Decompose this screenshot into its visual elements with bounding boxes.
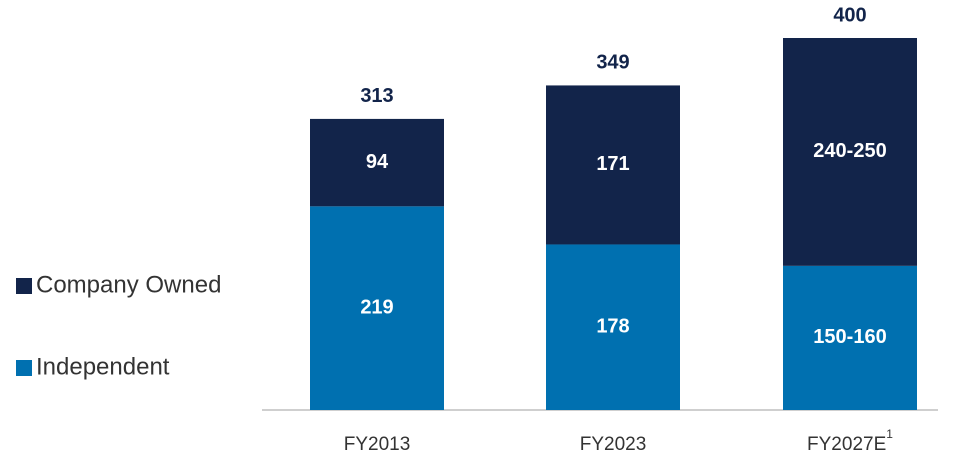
category-name: FY2027E xyxy=(807,434,886,455)
data-label: 171 xyxy=(596,153,629,175)
data-label: 240-250 xyxy=(813,140,886,162)
footnote-mark: 1 xyxy=(886,427,893,441)
category-name: FY2023 xyxy=(580,434,647,455)
legend-swatch xyxy=(16,360,32,376)
category-name: FY2013 xyxy=(344,434,411,455)
data-label: 219 xyxy=(360,296,393,318)
data-label: 94 xyxy=(366,151,389,173)
bar-segment xyxy=(310,118,444,207)
bar-segment xyxy=(546,85,680,245)
x-tick-label: FY2023 xyxy=(580,434,647,455)
total-label: 400 xyxy=(833,4,866,26)
bar-segment xyxy=(783,265,917,410)
bar-segment xyxy=(546,244,680,410)
total-label: 313 xyxy=(360,85,393,107)
total-label: 349 xyxy=(596,52,629,74)
legend-label: Independent xyxy=(36,353,170,380)
legend-label: Company Owned xyxy=(36,271,221,298)
bar-segment xyxy=(310,206,444,410)
legend-swatch xyxy=(16,278,32,294)
x-tick-label: FY2027E1 xyxy=(807,427,893,455)
x-tick-label: FY2013 xyxy=(344,434,411,455)
data-label: 150-160 xyxy=(813,326,886,348)
bar-segment xyxy=(783,38,917,266)
data-label: 178 xyxy=(596,316,629,338)
